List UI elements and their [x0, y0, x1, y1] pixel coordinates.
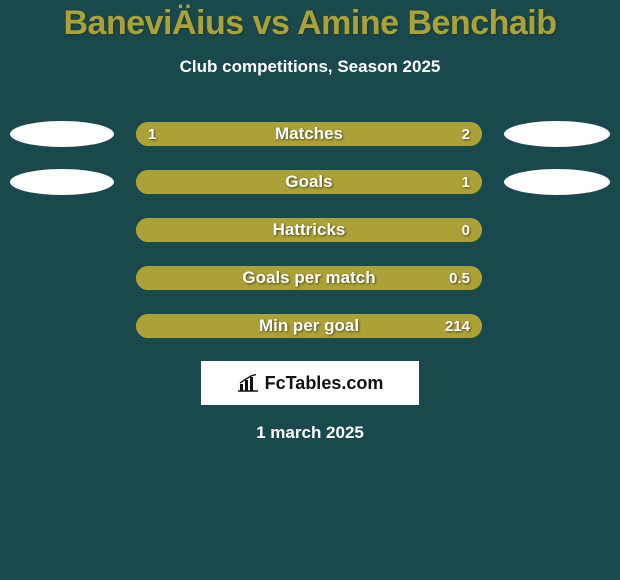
stat-bar: Min per goal214 — [136, 314, 482, 338]
stat-label: Goals — [136, 170, 482, 194]
stat-label: Matches — [136, 122, 482, 146]
footer-date: 1 march 2025 — [0, 423, 620, 443]
stat-label: Min per goal — [136, 314, 482, 338]
right-player-marker — [504, 169, 610, 195]
stat-row: Hattricks0 — [0, 217, 620, 243]
stat-row: Min per goal214 — [0, 313, 620, 339]
branding-badge: FcTables.com — [201, 361, 419, 405]
stat-right-value: 0 — [462, 218, 470, 242]
stat-bar: Goals1 — [136, 170, 482, 194]
stat-bar: Hattricks0 — [136, 218, 482, 242]
stat-label: Goals per match — [136, 266, 482, 290]
left-player-marker — [10, 169, 114, 195]
stat-row: Goals1 — [0, 169, 620, 195]
stat-bar: Goals per match0.5 — [136, 266, 482, 290]
stat-right-value: 0.5 — [449, 266, 470, 290]
stat-label: Hattricks — [136, 218, 482, 242]
page-subtitle: Club competitions, Season 2025 — [0, 57, 620, 77]
page-title: BaneviÄius vs Amine Benchaib — [0, 4, 620, 43]
comparison-bars: 1Matches2Goals1Hattricks0Goals per match… — [0, 121, 620, 339]
stat-right-value: 2 — [462, 122, 470, 146]
stat-row: Goals per match0.5 — [0, 265, 620, 291]
stat-row: 1Matches2 — [0, 121, 620, 147]
chart-bar-icon — [237, 374, 259, 392]
right-player-marker — [504, 121, 610, 147]
stat-right-value: 214 — [445, 314, 470, 338]
left-player-marker — [10, 121, 114, 147]
branding-text: FcTables.com — [265, 373, 384, 394]
stat-bar: 1Matches2 — [136, 122, 482, 146]
stat-right-value: 1 — [462, 170, 470, 194]
